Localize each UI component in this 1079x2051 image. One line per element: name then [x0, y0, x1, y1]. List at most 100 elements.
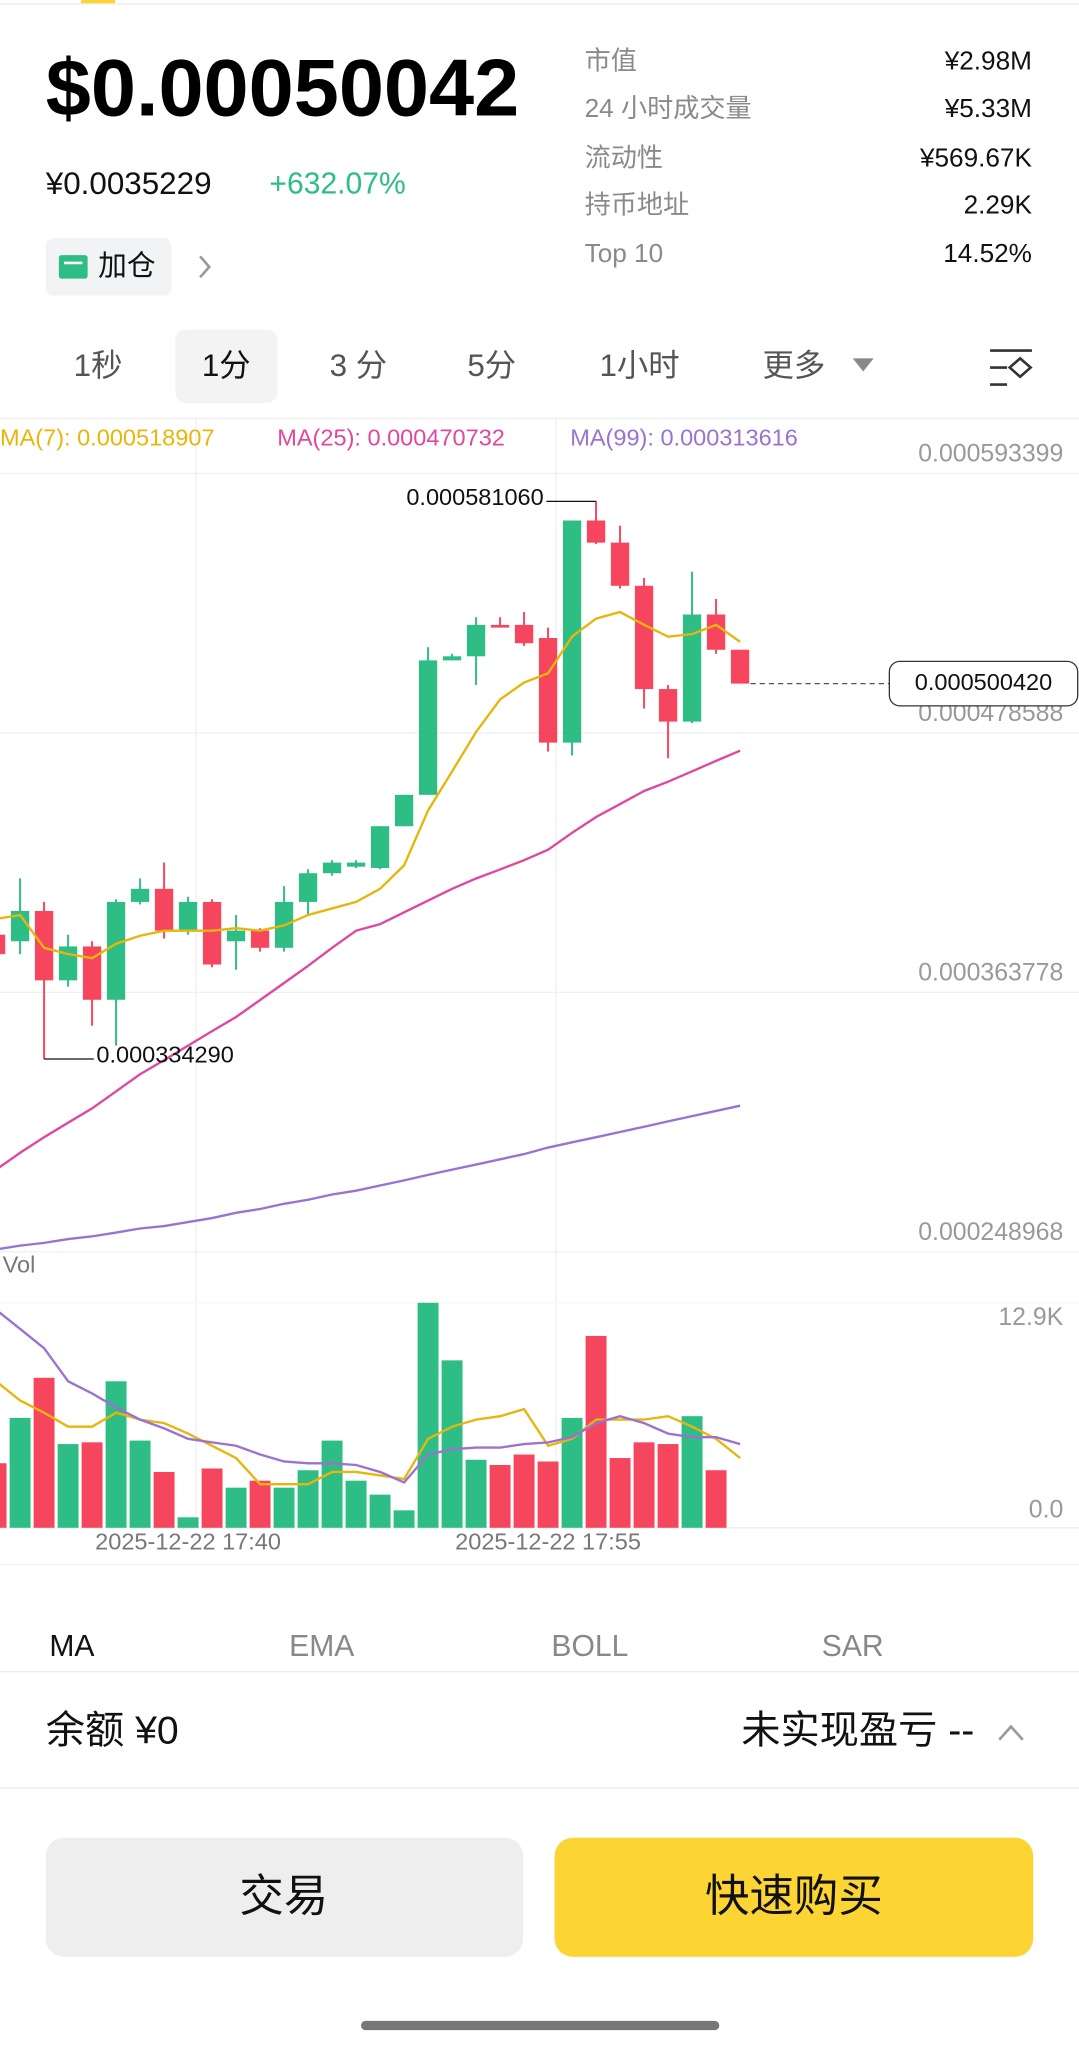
y-tick-label: 12.9K	[998, 1304, 1063, 1331]
legend-entry: MA(7): 0.000518907	[0, 425, 215, 451]
candle-body	[586, 520, 606, 543]
y-tick-label: 0.000593399	[918, 441, 1063, 468]
icon-diamond	[1007, 356, 1033, 379]
top-indicator	[81, 0, 116, 4]
ma-line	[0, 749, 741, 1169]
interval-tab[interactable]: 1秒	[74, 348, 123, 383]
stat-value: ¥5.33M	[944, 93, 1032, 123]
indicator-tab[interactable]: BOLL	[551, 1630, 628, 1663]
candle-body	[130, 888, 150, 902]
ma-line	[0, 610, 741, 960]
stat-value: 2.29K	[964, 190, 1033, 220]
candle-body	[106, 901, 126, 1000]
trade-button-bg	[45, 1837, 524, 1957]
volume-ma-line	[0, 1382, 741, 1486]
candle-body	[562, 520, 582, 743]
add-button-label: 加仓	[98, 251, 156, 283]
candle-body	[490, 624, 510, 628]
stat-label: 持币地址	[585, 190, 690, 220]
volume-bar	[657, 1444, 679, 1528]
volume-label: Vol	[3, 1251, 36, 1277]
chart: 0.0005933990.0004785880.0003637780.00024…	[0, 418, 1079, 1555]
volume-bar	[705, 1470, 727, 1528]
indicator-tab[interactable]: MA	[49, 1630, 94, 1663]
candle-body	[706, 614, 726, 650]
candle-body	[658, 689, 678, 722]
add-button[interactable]: 加仓	[45, 238, 172, 296]
interval-tab[interactable]: 1分	[202, 348, 251, 383]
volume-bar	[129, 1440, 151, 1528]
volume-bar	[489, 1465, 511, 1528]
stat-value: ¥2.98M	[944, 46, 1032, 76]
volume-bar	[201, 1468, 223, 1528]
candle-body	[10, 910, 30, 942]
candle-body	[154, 888, 174, 931]
volume-bar	[297, 1470, 319, 1528]
interval-selected-bg	[175, 329, 278, 403]
candle-body	[418, 660, 438, 795]
candle-body	[610, 542, 630, 586]
volume-bar	[57, 1444, 79, 1528]
candle-body	[538, 638, 558, 743]
indicator-tab[interactable]: EMA	[289, 1630, 354, 1663]
candle-body	[82, 946, 102, 1000]
stat-value: 14.52%	[943, 238, 1032, 268]
volume-bar	[441, 1360, 463, 1528]
stat-label: 24 小时成交量	[585, 93, 752, 123]
volume-bar	[417, 1302, 439, 1528]
candle-body	[226, 930, 246, 942]
indicator-tab[interactable]: SAR	[822, 1630, 884, 1663]
volume-bar	[33, 1377, 55, 1528]
stat-label: Top 10	[585, 238, 663, 268]
candle-body	[0, 934, 6, 955]
volume-bar	[465, 1459, 487, 1528]
volume-ma-line	[0, 1311, 741, 1484]
annotation-label: 0.000581060	[406, 484, 543, 510]
add-button-bg	[45, 238, 172, 296]
ma-line	[0, 1104, 741, 1251]
buy-button-label: 快速购买	[705, 1872, 883, 1921]
buy-button[interactable]: 快速购买	[554, 1837, 1034, 1957]
candle-body	[514, 624, 534, 644]
volume-bar	[321, 1440, 343, 1528]
x-tick-label: 2025-12-22 17:40	[95, 1529, 281, 1555]
balance: 余额 ¥0	[46, 1709, 179, 1753]
volume-bar	[513, 1454, 535, 1528]
volume-bar	[225, 1487, 247, 1528]
trade-button-label: 交易	[239, 1872, 328, 1921]
settings-icon[interactable]	[990, 349, 1033, 386]
candle-body	[178, 901, 198, 931]
candle-body	[298, 873, 318, 902]
interval-tab[interactable]: 5分	[467, 348, 516, 383]
trade-button[interactable]: 交易	[45, 1837, 524, 1957]
last-price-label: 0.000500420	[915, 669, 1052, 695]
candle-body	[250, 930, 270, 948]
candle-body	[34, 910, 54, 981]
candle-body	[466, 624, 486, 657]
interval-tab[interactable]: 3 分	[330, 348, 388, 383]
buy-button-bg	[554, 1837, 1034, 1957]
interval-tab[interactable]: 1小时	[599, 348, 679, 383]
candle-body	[442, 656, 462, 661]
stat-value: ¥569.67K	[919, 142, 1032, 172]
volume-bar	[633, 1442, 655, 1528]
legend-entry: MA(25): 0.000470732	[277, 425, 505, 451]
candle-body	[682, 614, 702, 722]
volume-bar	[537, 1461, 559, 1528]
volume-bar	[249, 1480, 271, 1528]
x-tick-label: 2025-12-22 17:55	[455, 1529, 641, 1555]
interval-tab[interactable]: 更多	[763, 348, 826, 383]
annotation-label: 0.000334290	[96, 1042, 233, 1068]
volume-bar	[585, 1335, 607, 1528]
volume-bar	[81, 1442, 103, 1528]
y-tick-label: 0.000363778	[918, 960, 1063, 987]
volume-bar	[393, 1510, 415, 1528]
candle-body	[730, 649, 750, 684]
volume-bar	[561, 1417, 583, 1528]
price: $0.00050042	[46, 44, 519, 134]
volume-bar	[153, 1471, 175, 1528]
volume-bar	[345, 1480, 367, 1528]
expand-arrow[interactable]	[998, 1724, 1024, 1741]
volume-bar	[9, 1417, 31, 1528]
